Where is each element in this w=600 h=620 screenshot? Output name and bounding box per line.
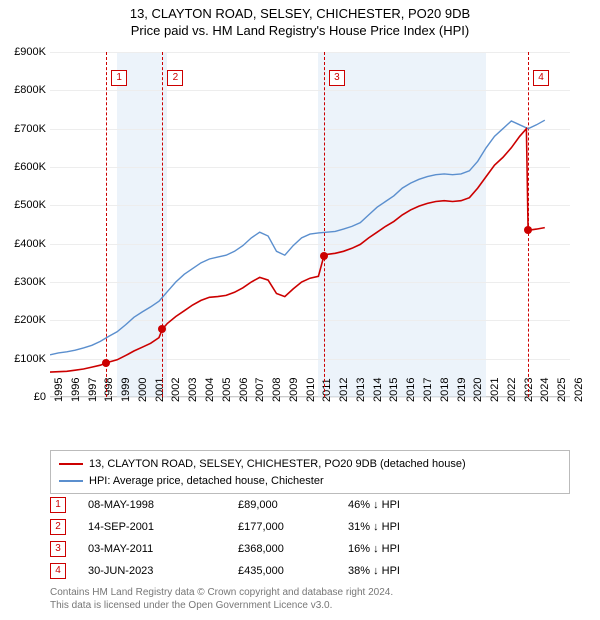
chart-subtitle: Price paid vs. HM Land Registry's House … xyxy=(0,23,600,40)
y-tick-label: £300K xyxy=(14,276,46,288)
legend-swatch xyxy=(59,463,83,465)
event-marker: 3 xyxy=(50,541,66,557)
event-marker: 4 xyxy=(50,563,66,579)
legend-label: 13, CLAYTON ROAD, SELSEY, CHICHESTER, PO… xyxy=(89,456,466,473)
event-price: £435,000 xyxy=(238,565,348,577)
legend-swatch xyxy=(59,480,83,482)
event-diff: 16% ↓ HPI xyxy=(348,543,400,555)
legend-item-hpi: HPI: Average price, detached house, Chic… xyxy=(59,473,561,490)
price-chart: £0£100K£200K£300K£400K£500K£600K£700K£80… xyxy=(50,52,570,397)
event-row: 2 14-SEP-2001 £177,000 31% ↓ HPI xyxy=(50,516,570,538)
y-tick-label: £600K xyxy=(14,161,46,173)
x-tick-label: 2026 xyxy=(573,378,585,402)
legend: 13, CLAYTON ROAD, SELSEY, CHICHESTER, PO… xyxy=(50,450,570,494)
event-marker: 2 xyxy=(50,519,66,535)
footer-line: Contains HM Land Registry data © Crown c… xyxy=(50,586,570,599)
event-date: 14-SEP-2001 xyxy=(88,521,238,533)
y-tick-label: £200K xyxy=(14,314,46,326)
event-diff: 38% ↓ HPI xyxy=(348,565,400,577)
footer-line: This data is licensed under the Open Gov… xyxy=(50,599,570,612)
y-tick-label: £400K xyxy=(14,238,46,250)
y-tick-label: £900K xyxy=(14,46,46,58)
chart-title: 13, CLAYTON ROAD, SELSEY, CHICHESTER, PO… xyxy=(0,6,600,23)
event-diff: 46% ↓ HPI xyxy=(348,499,400,511)
y-tick-label: £800K xyxy=(14,84,46,96)
event-diff: 31% ↓ HPI xyxy=(348,521,400,533)
event-date: 03-MAY-2011 xyxy=(88,543,238,555)
event-row: 3 03-MAY-2011 £368,000 16% ↓ HPI xyxy=(50,538,570,560)
property-line xyxy=(50,129,545,372)
event-date: 08-MAY-1998 xyxy=(88,499,238,511)
event-price: £368,000 xyxy=(238,543,348,555)
event-row: 1 08-MAY-1998 £89,000 46% ↓ HPI xyxy=(50,494,570,516)
y-tick-label: £500K xyxy=(14,199,46,211)
hpi-line xyxy=(50,120,545,355)
event-row: 4 30-JUN-2023 £435,000 38% ↓ HPI xyxy=(50,560,570,582)
chart-lines xyxy=(50,52,570,397)
event-price: £89,000 xyxy=(238,499,348,511)
event-date: 30-JUN-2023 xyxy=(88,565,238,577)
y-tick-label: £100K xyxy=(14,353,46,365)
legend-label: HPI: Average price, detached house, Chic… xyxy=(89,473,324,490)
attribution-footer: Contains HM Land Registry data © Crown c… xyxy=(50,586,570,612)
legend-item-property: 13, CLAYTON ROAD, SELSEY, CHICHESTER, PO… xyxy=(59,456,561,473)
y-tick-label: £700K xyxy=(14,123,46,135)
event-price: £177,000 xyxy=(238,521,348,533)
chart-header: 13, CLAYTON ROAD, SELSEY, CHICHESTER, PO… xyxy=(0,0,600,40)
events-table: 1 08-MAY-1998 £89,000 46% ↓ HPI 2 14-SEP… xyxy=(50,494,570,582)
event-marker: 1 xyxy=(50,497,66,513)
y-tick-label: £0 xyxy=(34,391,46,403)
